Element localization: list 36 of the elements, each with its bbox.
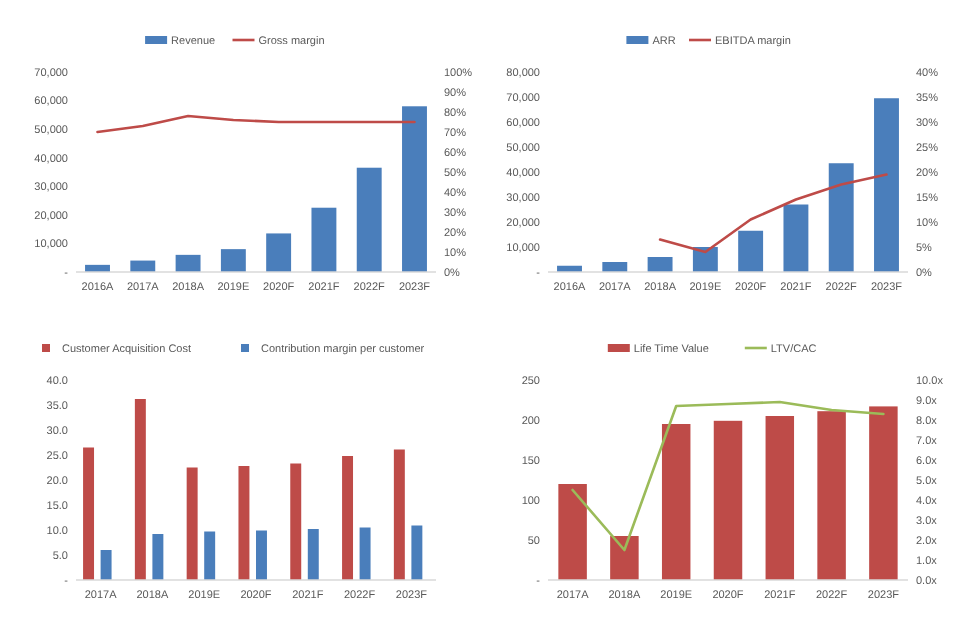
bar — [186, 467, 198, 580]
bar — [874, 98, 899, 272]
bar — [290, 463, 302, 580]
bar — [100, 550, 112, 580]
bar — [359, 527, 371, 580]
bar — [713, 420, 743, 580]
line-series — [96, 114, 416, 134]
bar — [83, 447, 95, 580]
bar — [647, 257, 673, 272]
bar — [783, 204, 809, 272]
bar — [610, 536, 639, 580]
bar — [602, 262, 628, 272]
bar — [204, 531, 216, 580]
bar — [342, 456, 354, 580]
bar — [828, 163, 854, 272]
bar — [661, 424, 691, 580]
bar — [402, 106, 427, 272]
bar — [817, 411, 846, 580]
bar — [307, 529, 319, 580]
line-series — [571, 400, 885, 552]
bar — [266, 233, 292, 272]
bar — [558, 484, 587, 580]
bar — [134, 399, 146, 580]
bar — [356, 167, 382, 272]
bar — [256, 530, 267, 580]
bar — [152, 534, 164, 580]
bar — [238, 466, 250, 580]
bar — [765, 416, 795, 580]
bar — [738, 230, 764, 272]
bar — [411, 525, 423, 580]
line-series — [658, 173, 888, 254]
bar — [220, 249, 246, 272]
bar — [311, 207, 337, 272]
bar — [869, 406, 898, 580]
bar — [393, 449, 405, 580]
bar — [175, 254, 201, 272]
